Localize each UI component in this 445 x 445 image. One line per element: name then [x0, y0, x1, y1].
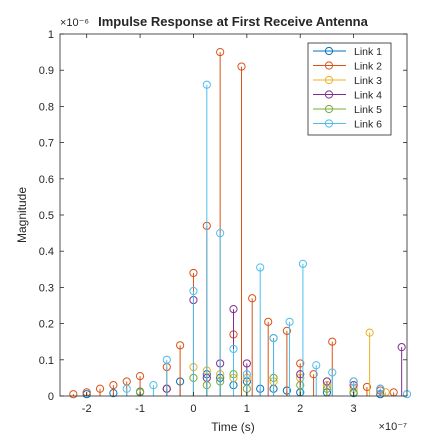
y-tick-label: 0.5 [39, 210, 54, 222]
legend-entry: Link 6 [313, 119, 382, 131]
legend-label: Link 3 [354, 75, 382, 87]
y-tick-label: 1 [48, 29, 54, 41]
stem-marker [95, 384, 105, 393]
legend-label: Link 1 [354, 46, 382, 58]
stem-marker [189, 268, 198, 278]
stem-marker [269, 333, 278, 343]
stem-marker [282, 326, 291, 335]
stem-marker [242, 359, 251, 368]
x-tick-label: 2 [297, 403, 303, 415]
stem-marker [296, 381, 305, 390]
legend-label: Link 2 [354, 61, 382, 73]
y-axis-label: Magnitude [15, 187, 29, 243]
legend-marker [324, 46, 334, 56]
y-tick-label: 0.9 [39, 65, 54, 77]
legend: Link 1 Link 2 Link 3 Link 4 Link 5 Link 6 [307, 42, 392, 136]
legend-marker [324, 61, 334, 70]
y-axis-exponent: ×10⁻⁶ [60, 17, 89, 29]
x-axis-exponent: ×10⁻⁷ [379, 421, 407, 433]
legend-marker [324, 75, 334, 85]
x-tick-label: -2 [82, 403, 92, 415]
stem-marker [109, 381, 118, 390]
stem-marker [328, 337, 337, 346]
legend-label: Link 6 [354, 119, 382, 131]
stem-marker [376, 384, 385, 393]
x-tick-label: 3 [351, 403, 357, 415]
y-tick-label: 0.8 [39, 101, 54, 113]
x-tick-label: 0 [190, 403, 196, 415]
legend-entry: Link 5 [313, 104, 382, 116]
stem-marker [296, 370, 305, 379]
stem-marker [162, 355, 171, 364]
stem-marker [328, 368, 337, 377]
stem-marker [312, 361, 321, 370]
stem-marker [202, 80, 211, 89]
stem-marker [216, 48, 225, 57]
stem-marker [229, 305, 238, 314]
stem-marker [242, 370, 251, 379]
y-tick-label: 0.1 [39, 355, 54, 367]
stem-marker [189, 286, 198, 296]
stem-marker [362, 382, 372, 392]
stem-marker [296, 359, 305, 368]
x-tick-label: -1 [135, 403, 145, 415]
legend-label: Link 5 [354, 104, 382, 116]
stem-marker [397, 343, 406, 352]
x-tick-label: 1 [244, 403, 250, 415]
stem-marker [149, 381, 158, 390]
legend-entry: Link 2 [313, 61, 382, 73]
legend-entry: Link 1 [313, 46, 382, 58]
chart-title: Impulse Response at First Receive Antenn… [98, 14, 368, 29]
stem-marker [322, 384, 332, 393]
x-axis-label: Time (s) [211, 420, 255, 434]
stem-marker [216, 229, 225, 238]
y-tick-label: 0 [48, 391, 54, 403]
legend-entry: Link 3 [313, 75, 382, 87]
stem-marker [176, 341, 185, 350]
stem-marker [349, 377, 358, 386]
y-tick-label: 0.4 [39, 246, 54, 258]
stem-marker [256, 263, 265, 272]
stem-marker [248, 294, 257, 303]
stem-marker [298, 259, 307, 268]
legend-entry: Link 4 [313, 90, 382, 102]
y-tick-label: 0.6 [39, 174, 54, 186]
stem-marker [365, 328, 374, 337]
legend-label: Link 4 [354, 90, 382, 102]
stem-marker [285, 317, 294, 326]
legend-box [307, 42, 392, 136]
legend-marker [324, 90, 334, 99]
legend-marker [324, 104, 334, 114]
legend-marker [324, 119, 334, 128]
stem-marker [69, 390, 78, 399]
stem-marker [122, 384, 131, 393]
stem-marker [229, 344, 238, 354]
y-tick-label: 0.3 [39, 282, 54, 294]
series-6 [122, 80, 412, 399]
stem-marker [135, 371, 145, 381]
y-tick-label: 0.7 [39, 138, 54, 150]
stem-marker [264, 317, 273, 326]
stem-marker [309, 370, 318, 379]
axes-layer: -2 -1 0 1 2 3 0 0.1 0.2 0.3 0.4 0.5 0.6 0.7 0.8 0.9 1 [39, 29, 408, 415]
stem-marker [237, 62, 246, 71]
y-tick-label: 0.2 [39, 319, 54, 331]
